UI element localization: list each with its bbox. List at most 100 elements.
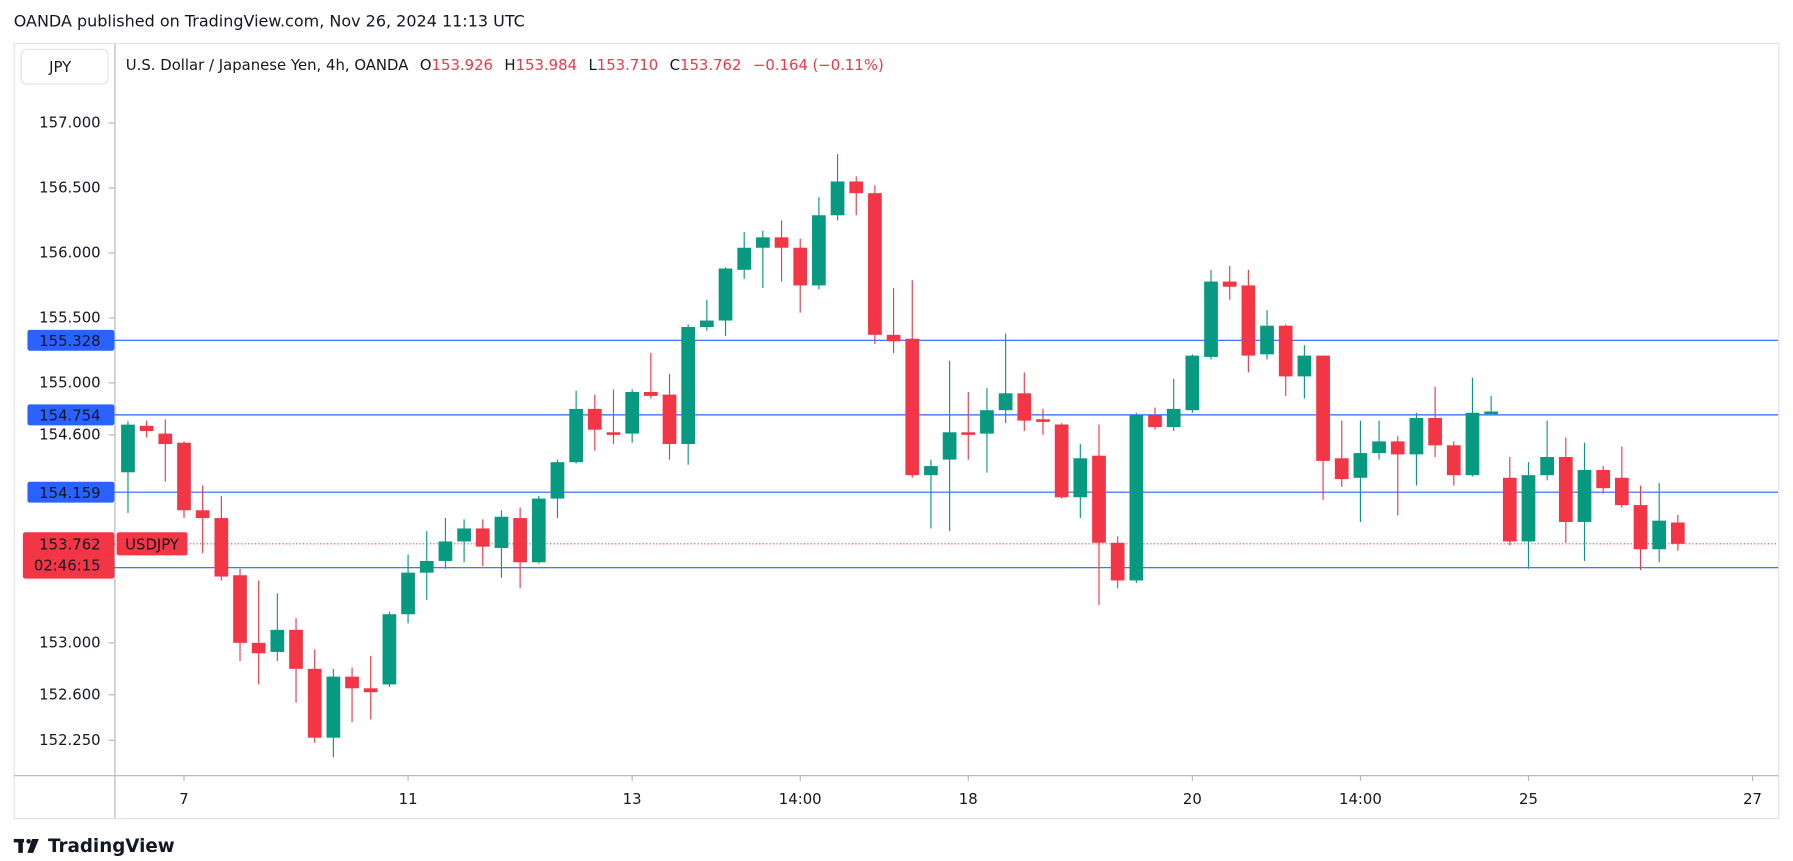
price-label-bg [27,329,115,351]
candle-body [1073,458,1088,498]
candle-body [756,237,770,248]
candle-body [1502,477,1517,542]
ohlc-key: L [588,55,597,73]
symbol-box[interactable] [20,48,109,85]
candle-body [158,433,173,444]
candle-body [1540,456,1555,476]
ohlc-value: 153.984 [516,55,577,73]
candle-body [961,432,976,435]
y-tick-label: 156.000 [39,243,100,261]
candle-body [849,181,864,194]
candle-body [233,575,247,643]
candle-body [1558,456,1573,522]
candle-body [998,393,1013,411]
candle-body [625,392,640,434]
symbol-tag-bg [116,532,188,556]
candle-body [289,629,303,669]
countdown-label: 02:46:15 [34,556,101,574]
y-tick-label: 154.600 [39,425,100,443]
x-tick-label: 14:00 [1339,790,1382,808]
candle-body [121,424,135,473]
ohlc-key: C [670,55,680,73]
candle-body [1110,542,1125,581]
candle-body [1017,393,1032,421]
y-tick-label: 157.000 [39,113,100,131]
candle-body [550,462,565,499]
candle-body [177,442,191,511]
candle-body [606,432,621,435]
x-tick-label: 27 [1743,790,1762,808]
candle-body [401,572,415,615]
candle-body [195,510,210,519]
candle-body [251,642,266,654]
candle-body [774,237,789,248]
candle-body [1036,419,1050,422]
candle-body [587,408,602,430]
candle-body [531,498,546,563]
candle-body [1614,477,1629,506]
x-tick-label: 7 [179,790,188,808]
candle-body [1353,453,1368,478]
candle-body [1521,475,1536,542]
candle-body [1129,415,1144,581]
y-tick-label: 156.500 [39,178,100,196]
candle-body [868,193,882,335]
ohlc-value: 153.710 [597,55,658,73]
y-tick-label: 153.000 [39,633,100,651]
candle-body [886,334,901,342]
x-tick-label: 18 [959,790,978,808]
last-price-label: 153.762 [39,535,100,553]
logo-icon [26,838,31,844]
candle-body [1372,441,1386,454]
candle-body [1577,469,1592,522]
candle-body [718,268,733,321]
candle-body [513,518,527,563]
candle-body [1465,412,1480,476]
candle-body [1241,285,1256,356]
candle-body [569,408,583,463]
candle-body [475,528,490,547]
candle-body [1484,411,1498,415]
candle-body [830,181,845,216]
candle-body [942,432,957,460]
price-label: 154.754 [39,406,100,424]
candle-body [438,541,453,561]
candle-body [1633,505,1648,550]
candle-body [1092,455,1106,543]
price-label: 154.159 [39,484,100,502]
candle-body [1297,355,1312,377]
legend-header: U.S. Dollar / Japanese Yen, 4h, OANDA O15… [126,55,884,73]
x-tick-label: 13 [623,790,642,808]
last-price-bg [22,532,115,579]
candle-body [905,338,920,476]
candle-body [139,425,154,431]
candle-body [699,320,714,328]
candle-body [457,528,471,542]
candle-body [1185,355,1200,411]
x-tick-label: 11 [399,790,418,808]
candle-body [643,392,658,396]
candle-body [1260,325,1274,355]
candle-body [1390,441,1405,455]
plot-area [114,154,1779,758]
x-tick-label: 14:00 [779,790,822,808]
candle-body [793,247,808,286]
candle-body [980,410,994,434]
published-note: OANDA published on TradingView.com, Nov … [14,11,525,30]
candle-body [1222,281,1237,287]
candle-body [214,518,229,577]
ohlc-key: H [504,55,515,73]
logo: TradingView [13,836,175,857]
price-label: 155.328 [39,332,100,350]
change-pct: (−0.11%) [812,55,883,73]
candle-body [494,516,509,548]
y-tick-label: 155.500 [39,308,100,326]
candle-body [1409,417,1424,455]
symbol-box-label: JPY [48,58,72,76]
candle-body [1204,281,1218,357]
candle-body [382,614,397,685]
candle-body [681,327,696,444]
symbol-tag: USDJPY [125,535,180,553]
